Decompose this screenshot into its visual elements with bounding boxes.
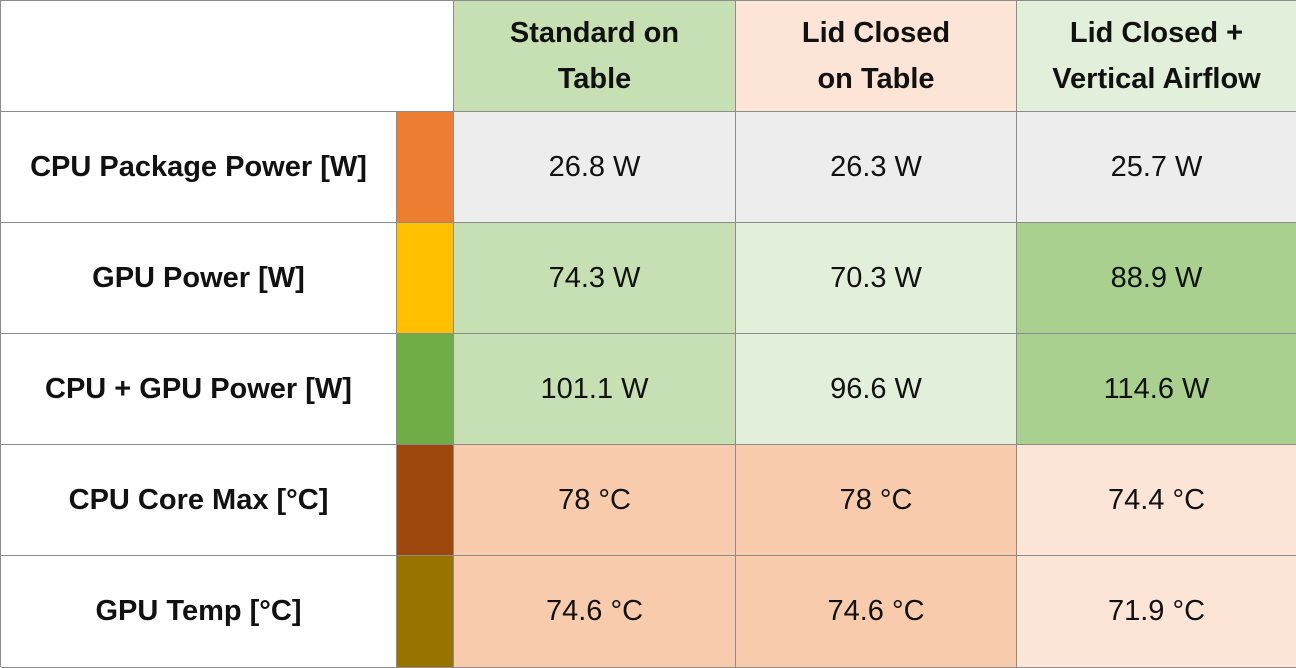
table-cell: 114.6 W [1017, 334, 1296, 445]
row-label-cpu-package-power: CPU Package Power [W] [1, 112, 397, 223]
column-header-line: Lid Closed + [1069, 17, 1244, 49]
table-corner [1, 1, 454, 112]
column-header-line: Vertical Airflow [1052, 63, 1261, 95]
table-cell: 74.3 W [454, 223, 736, 334]
row-label-cpu-gpu-power: CPU + GPU Power [W] [1, 334, 397, 445]
column-header-standard: Standard on Table [454, 1, 736, 112]
table-cell: 78 °C [454, 445, 736, 556]
column-header-lid-closed: Lid Closed on Table [736, 1, 1017, 112]
row-color-swatch [397, 334, 454, 445]
table-cell: 101.1 W [454, 334, 736, 445]
column-header-lid-closed-vertical: Lid Closed + Vertical Airflow [1017, 1, 1296, 112]
table-cell: 88.9 W [1017, 223, 1296, 334]
row-label-gpu-temp: GPU Temp [°C] [1, 556, 397, 668]
table-cell: 78 °C [736, 445, 1017, 556]
row-label-gpu-power: GPU Power [W] [1, 223, 397, 334]
column-header-line: Lid Closed [801, 17, 951, 49]
column-header-line: on Table [817, 63, 935, 95]
table-cell: 71.9 °C [1017, 556, 1296, 668]
row-color-swatch [397, 556, 454, 668]
table-cell: 74.6 °C [736, 556, 1017, 668]
table-cell: 70.3 W [736, 223, 1017, 334]
table-cell: 26.3 W [736, 112, 1017, 223]
table-cell: 74.6 °C [454, 556, 736, 668]
row-color-swatch [397, 223, 454, 334]
column-header-line: Standard on [509, 17, 680, 49]
table-cell: 26.8 W [454, 112, 736, 223]
row-label-cpu-core-max: CPU Core Max [°C] [1, 445, 397, 556]
table-cell: 25.7 W [1017, 112, 1296, 223]
table-cell: 74.4 °C [1017, 445, 1296, 556]
column-header-line: Table [557, 63, 632, 95]
table-cell: 96.6 W [736, 334, 1017, 445]
row-color-swatch [397, 112, 454, 223]
row-color-swatch [397, 445, 454, 556]
